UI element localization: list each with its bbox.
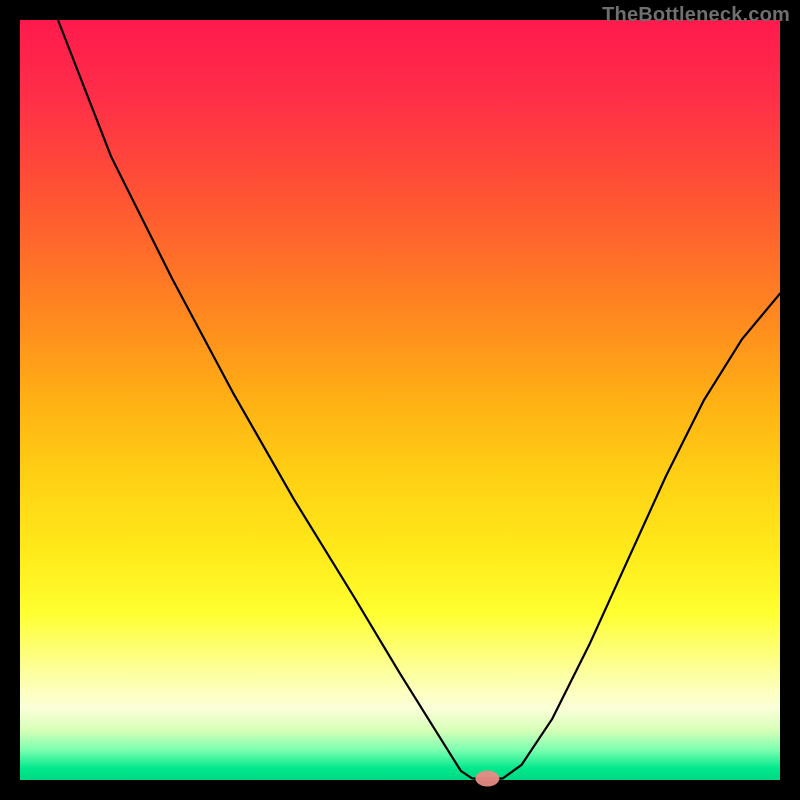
plot-background xyxy=(20,20,780,780)
bottleneck-chart xyxy=(0,0,800,800)
watermark-text: TheBottleneck.com xyxy=(602,4,790,27)
optimal-marker xyxy=(475,770,499,786)
chart-container: TheBottleneck.com xyxy=(0,0,800,800)
